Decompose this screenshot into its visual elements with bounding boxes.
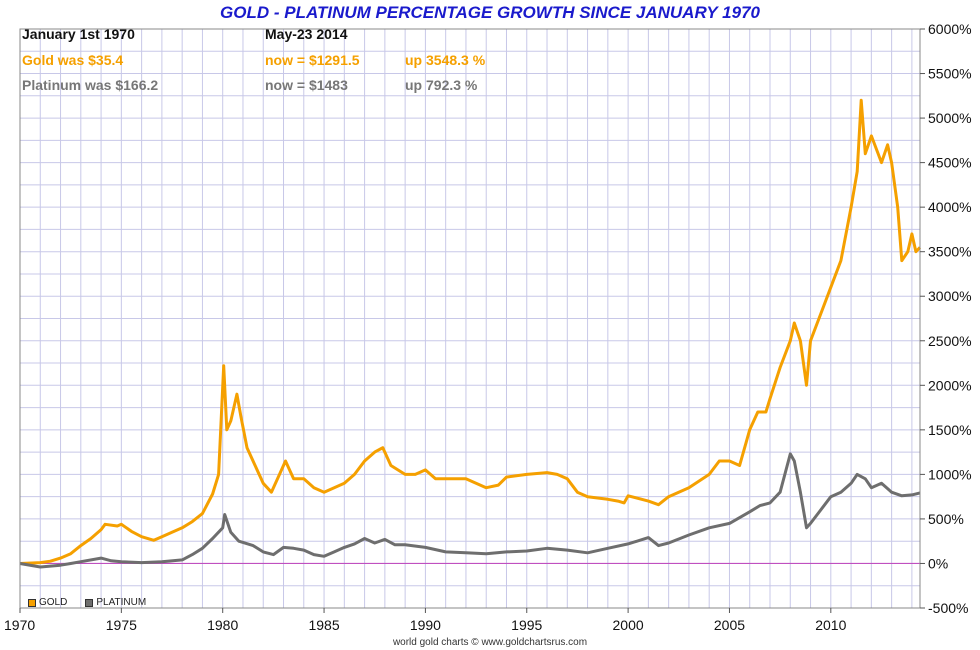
y-tick-label: 2000% <box>928 377 972 393</box>
x-tick-label: 1985 <box>308 617 339 633</box>
series-line-platinum <box>19 452 921 569</box>
legend: GOLD PLATINUM <box>28 597 146 608</box>
chart-title: GOLD - PLATINUM PERCENTAGE GROWTH SINCE … <box>220 3 760 22</box>
y-tick-label: 2500% <box>928 333 972 349</box>
y-tick-label: 1500% <box>928 422 972 438</box>
end-date: May-23 2014 <box>265 26 348 42</box>
y-tick-label: 0% <box>928 555 948 571</box>
series-lines <box>19 98 922 569</box>
legend-swatch-platinum <box>85 598 94 607</box>
series-line-gold <box>19 98 922 565</box>
legend-swatch-gold <box>28 598 36 607</box>
gold-up: up 3548.3 % <box>405 52 486 68</box>
x-tick-label: 1975 <box>106 617 137 633</box>
y-tick-label: 6000% <box>928 21 972 37</box>
platinum-now: now = $1483 <box>265 77 348 93</box>
y-tick-label: 4000% <box>928 199 972 215</box>
plot-frame <box>19 28 921 609</box>
legend-item-gold: GOLD <box>28 597 67 608</box>
y-tick-label: 500% <box>928 511 964 527</box>
y-tick-label: 1000% <box>928 466 972 482</box>
y-axis-ticks: 6000% 5500% 5000% 4500% 4000% 3500% 3000% 2500%… <box>920 21 972 616</box>
y-tick-label: 5000% <box>928 110 972 126</box>
x-tick-label: 2000 <box>613 617 644 633</box>
x-tick-label: 2010 <box>815 617 846 633</box>
y-tick-label: 3500% <box>928 244 972 260</box>
legend-label-gold: GOLD <box>39 597 68 608</box>
x-axis-ticks: 1970 1975 1980 1985 1990 1995 2000 2005 2010 <box>4 608 847 633</box>
platinum-up: up 792.3 % <box>405 77 478 93</box>
y-tick-label: -500% <box>928 600 968 616</box>
legend-label-platinum: PLATINUM <box>96 597 147 608</box>
platinum-was: Platinum was $166.2 <box>22 77 159 93</box>
x-tick-label: 2005 <box>714 617 745 633</box>
y-tick-label: 3000% <box>928 288 972 304</box>
x-tick-label: 1990 <box>410 617 441 633</box>
x-tick-label: 1980 <box>207 617 238 633</box>
footer-credit: world gold charts © www.goldchartsrus.co… <box>392 637 588 648</box>
y-tick-label: 5500% <box>928 66 972 82</box>
gold-now: now = $1291.5 <box>265 52 360 68</box>
gold-was: Gold was $35.4 <box>22 52 124 68</box>
x-tick-label: 1995 <box>511 617 542 633</box>
x-tick-label: 1970 <box>4 617 35 633</box>
legend-item-platinum: PLATINUM <box>85 597 146 608</box>
y-tick-label: 4500% <box>928 155 972 171</box>
grid <box>19 28 920 609</box>
start-date: January 1st 1970 <box>22 26 135 42</box>
